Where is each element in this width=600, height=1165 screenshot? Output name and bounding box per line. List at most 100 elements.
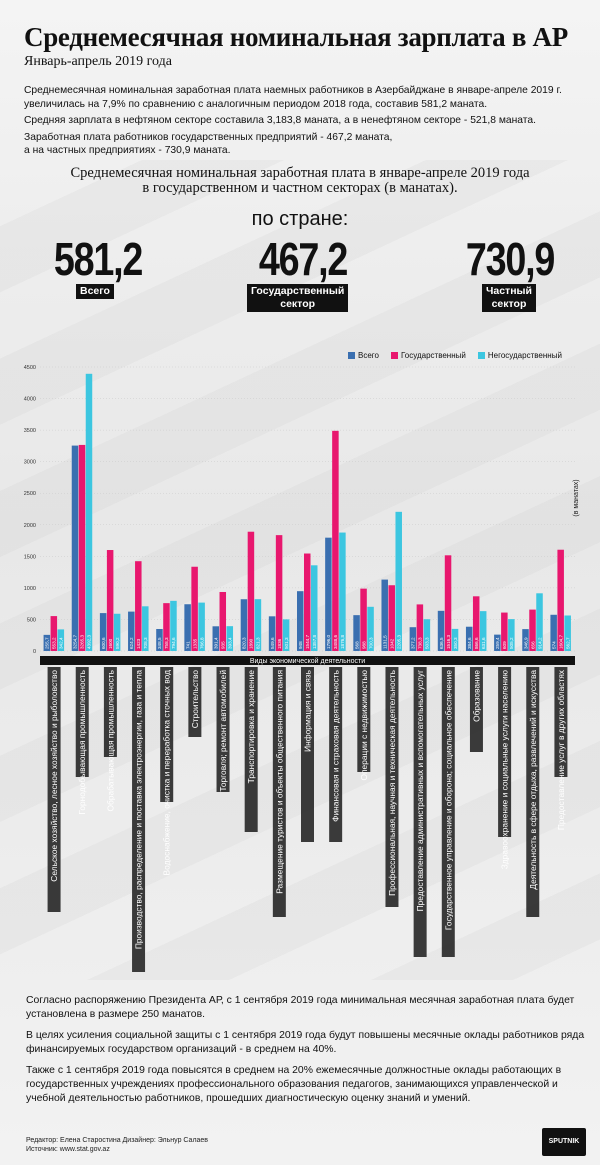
category-bar <box>103 667 117 757</box>
bar-value-label: 1335 <box>192 638 197 649</box>
bar-total <box>494 634 501 651</box>
x-axis-title-band <box>40 656 575 665</box>
bar-total <box>325 537 332 651</box>
bar-value-label: 741 <box>185 641 190 649</box>
category-label: Деятельность в сфере отдыха, развлечений… <box>528 670 538 890</box>
bar-value-label: 794,6 <box>171 637 176 649</box>
bar-value-label: 631,6 <box>481 637 486 649</box>
intro-paragraph: Среднемесячная номинальная заработная пл… <box>24 85 562 110</box>
bar-total <box>465 626 473 651</box>
bar-value-label: 1423 <box>136 638 141 649</box>
legend-item-private: Негосударственный <box>477 351 562 360</box>
bar-private <box>564 615 571 651</box>
source-credit: Источник: www.stat.gov.az <box>26 1146 110 1153</box>
bar-private <box>367 606 374 651</box>
bar-private <box>226 626 234 651</box>
bar-value-label: 766,8 <box>199 637 204 649</box>
sputnik-logo: SPUTNIK <box>542 1128 586 1156</box>
category-label: Размещение туристов и объекты общественн… <box>274 670 284 894</box>
bar-value-label: 348,5 <box>157 637 162 649</box>
category-label: Здравоохранение и социальные услуги насе… <box>500 670 510 869</box>
bar-total <box>550 614 557 651</box>
bar-total <box>268 616 276 651</box>
chart-legend: Всего Государственный Негосударственный <box>348 351 562 360</box>
bar-value-label: 1796,0 <box>326 635 331 649</box>
bar-value-label: 758,3 <box>164 637 169 649</box>
bar-total <box>297 591 304 651</box>
bar-total <box>353 615 360 651</box>
category-bar <box>188 667 202 737</box>
bar-value-label: 1544,7 <box>305 635 310 649</box>
bar-value-label: 1357,8 <box>312 635 317 649</box>
bar-private <box>170 600 177 651</box>
bar-chart: 0 500 1000 1500 2000 2500 3000 3500 4000 4500 (в м… <box>24 365 580 972</box>
bar-value-label: 568 <box>354 641 359 649</box>
bar-value-label: 549,6 <box>270 637 275 649</box>
bar-private <box>311 565 318 651</box>
bar-state <box>163 603 170 651</box>
bar-value-label: 377,2 <box>411 637 416 649</box>
bar-private <box>57 629 65 651</box>
intro-paragraph: а на частных предприятиях - 730,9 маната… <box>24 145 231 157</box>
state-value: 467,2 <box>258 233 348 285</box>
footer-paragraph: Согласно распоряжению Президента АР, с 1… <box>26 995 575 1020</box>
y-tick-label: 1000 <box>24 586 36 592</box>
credits: Редактор: Елена Старостина Дизайнер: Эль… <box>26 1136 208 1154</box>
bar-total <box>409 627 417 651</box>
category-label: Финансовая и страховая деятельность <box>331 669 341 821</box>
category-label: Сельское хозяйство, лесное хозяйство и р… <box>49 670 59 882</box>
private-label-line: Частный <box>486 285 532 297</box>
bar-total <box>437 610 445 651</box>
bar-value-label: 820,3 <box>242 637 247 649</box>
bar-total <box>240 599 248 651</box>
bar-state <box>275 535 283 651</box>
bar-value-label: 342,4 <box>59 637 64 649</box>
y-tick-label: 2000 <box>24 523 36 529</box>
y-tick-label: 1500 <box>24 554 36 560</box>
bar-total <box>184 604 191 651</box>
bar-state <box>332 430 339 651</box>
legend-swatch <box>390 352 398 359</box>
bar-total <box>71 445 79 651</box>
state-label-line: Государственный <box>251 285 345 297</box>
state-badge: Государственный сектор <box>247 284 349 312</box>
bar-total <box>156 629 163 651</box>
chart-heading-line: Среднемесячная номинальная заработная пл… <box>70 165 530 181</box>
bar-private <box>395 511 402 651</box>
total-badge: Всего <box>76 284 114 299</box>
bar-value-label: 255,7 <box>45 637 50 649</box>
bar-value-label: 350,3 <box>453 637 458 649</box>
footer-notes: Согласно распоряжению Президента АР, с 1… <box>26 994 586 1113</box>
bar-value-label: 391,4 <box>214 637 219 649</box>
bar-private <box>479 611 487 651</box>
category-label: Образование <box>471 670 481 722</box>
category-label: Торговля; ремонт автомобилей <box>218 670 228 792</box>
bar-state <box>78 444 86 651</box>
bar-value-label: 384,6 <box>467 637 472 649</box>
bar-value-label: 609 <box>502 641 507 649</box>
bar-total <box>522 629 529 651</box>
category-label: Транспортировка и хранение <box>246 670 256 784</box>
category-label: Обрабатывающая промышленность <box>105 669 115 811</box>
category-bar <box>554 667 568 777</box>
bar-value-label: 1604,7 <box>558 635 563 649</box>
bar-value-label: 1600 <box>108 638 113 649</box>
category-bar <box>357 667 371 772</box>
y-tick-label: 4500 <box>24 365 36 371</box>
x-axis-label: Виды экономической деятельности <box>250 657 365 665</box>
category-bar <box>216 667 230 792</box>
intro-paragraph: Заработная плата работников государствен… <box>24 131 393 143</box>
bar-total <box>212 626 220 651</box>
bar-value-label: 393,4 <box>228 637 233 649</box>
footer-paragraph: В целях усиления социальной защиты с 1 с… <box>26 1030 585 1055</box>
bar-private <box>508 619 515 651</box>
bar-value-label: 1042 <box>389 638 394 649</box>
bar-value-label: 988 <box>361 641 366 649</box>
bar-value-label: 1890 <box>249 638 254 649</box>
bar-state <box>304 553 311 651</box>
category-bar <box>75 667 89 777</box>
bar-value-label: 2205,3 <box>396 635 401 649</box>
bar-value-label: 590,2 <box>115 637 120 649</box>
bar-value-label: 708,3 <box>143 637 148 649</box>
country-label: по стране: <box>251 208 349 230</box>
